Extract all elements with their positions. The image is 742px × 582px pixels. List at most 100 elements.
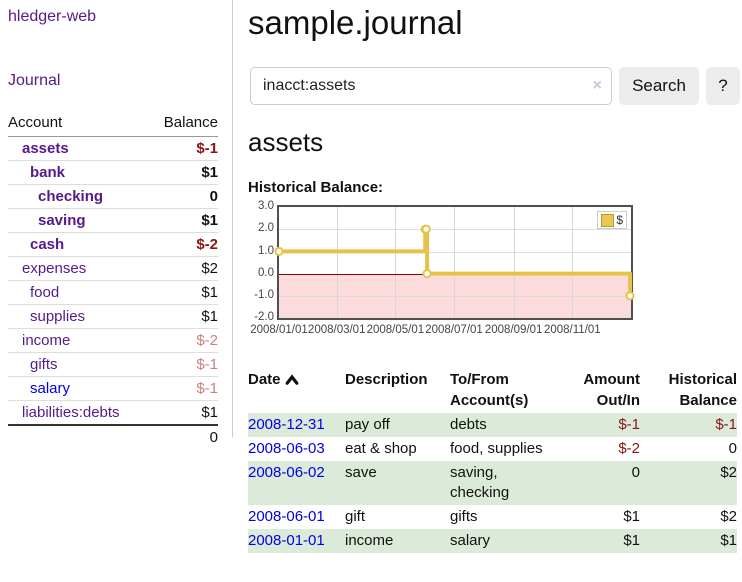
account-row: supplies $1: [8, 304, 218, 329]
register-header-date[interactable]: Date: [248, 367, 345, 413]
search-button[interactable]: Search: [619, 67, 699, 106]
register-header-amount: Amount Out/In: [583, 371, 640, 410]
account-balance: $1: [149, 160, 218, 185]
account-link[interactable]: income: [22, 332, 71, 349]
chart-x-axis: 2008/01/01 2008/03/01 2008/05/01 2008/07/01…: [250, 324, 635, 340]
account-link[interactable]: supplies: [30, 308, 86, 325]
transaction-accounts: salary: [450, 532, 491, 550]
sidebar: hledger-web Journal Account Balance asse…: [0, 0, 233, 449]
transaction-accounts: gifts: [450, 508, 478, 526]
transaction-balance: $1: [720, 532, 737, 550]
transaction-description: save: [345, 464, 377, 482]
account-row: bank $1: [8, 160, 218, 185]
account-balance: $1: [149, 208, 218, 233]
data-point-marker: [274, 246, 284, 257]
register-header-accounts: To/From Account(s): [450, 371, 529, 410]
accounts-table: Account Balance assets $-1 bank $1 checking 0…: [8, 110, 218, 449]
register-header-row: Date Description To/From Account(s) Amou…: [248, 367, 737, 413]
page-title: sample.journal: [248, 4, 463, 41]
y-tick-label: 0.0: [258, 266, 274, 279]
account-balance: 0: [149, 184, 218, 209]
account-row: checking 0: [8, 184, 218, 209]
account-row: food $1: [8, 280, 218, 305]
balance-series-line: [274, 224, 635, 301]
accounts-total-row: 0: [8, 424, 218, 449]
accounts-header-account: Account: [8, 110, 150, 137]
x-tick-label: 2008/03/01: [307, 324, 366, 337]
account-link[interactable]: food: [30, 284, 60, 301]
app-title-link[interactable]: hledger-web: [8, 8, 97, 25]
legend-label: $: [616, 213, 623, 228]
transaction-balance: 0: [728, 440, 737, 458]
y-tick-label: 1.0: [258, 244, 274, 257]
gridline: [336, 207, 338, 319]
account-row: expenses $2: [8, 256, 218, 281]
register-header-description: Description: [345, 371, 428, 389]
transaction-date-link[interactable]: 2008-01-01: [248, 532, 325, 550]
x-tick-label: 2008/07/01: [425, 324, 483, 337]
transaction-description: income: [345, 532, 394, 550]
register-table: Date Description To/From Account(s) Amou…: [248, 367, 737, 554]
gridline: [572, 207, 574, 319]
account-balance: $-1: [196, 140, 218, 157]
account-link[interactable]: salary: [30, 380, 71, 397]
account-link[interactable]: cash: [30, 236, 65, 253]
account-balance: $-2: [149, 232, 218, 257]
register-row: 2008-06-03 eat & shop food, supplies $-2 0: [248, 437, 737, 461]
account-balance: $1: [149, 304, 218, 329]
y-tick-label: -1.0: [254, 288, 274, 301]
y-tick-label: -2.0: [254, 311, 274, 324]
x-tick-label: 2008/05/01: [366, 324, 425, 337]
main-content: sample.journal × Search ? assets Histori…: [248, 0, 742, 554]
help-button[interactable]: ?: [706, 67, 740, 106]
transaction-date-link[interactable]: 2008-12-31: [248, 416, 325, 434]
search-input[interactable]: [250, 67, 612, 106]
clear-search-icon[interactable]: ×: [592, 77, 602, 95]
chart-legend: $: [597, 211, 627, 230]
search-form: × Search ?: [250, 67, 742, 106]
sidebar-item-journal[interactable]: Journal: [8, 72, 61, 89]
account-heading: assets: [248, 127, 324, 158]
transaction-description: pay off: [345, 416, 390, 434]
accounts-header-balance: Balance: [149, 110, 218, 137]
account-balance: $-1: [149, 376, 218, 401]
gridline: [395, 207, 397, 319]
transaction-accounts: debts: [450, 416, 487, 434]
gridline: [454, 207, 456, 319]
account-link[interactable]: bank: [30, 164, 66, 181]
y-tick-label: 2.0: [258, 222, 274, 235]
transaction-date-link[interactable]: 2008-06-03: [248, 440, 325, 458]
register-row: 2008-06-01 gift gifts $1 $2: [248, 505, 737, 529]
transaction-amount: $-2: [618, 440, 640, 458]
account-link[interactable]: gifts: [30, 356, 58, 373]
account-link[interactable]: assets: [22, 140, 69, 157]
account-balance: $-1: [149, 352, 218, 377]
transaction-date-link[interactable]: 2008-06-01: [248, 508, 325, 526]
account-link[interactable]: saving: [38, 212, 86, 229]
account-row: gifts $-1: [8, 352, 218, 377]
account-row: liabilities:debts $1: [8, 400, 218, 425]
x-tick-label: 2008/09/01: [484, 324, 543, 337]
transaction-amount: $-1: [618, 416, 640, 434]
account-row: salary $-1: [8, 376, 218, 401]
register-row: 2008-01-01 income salary $1 $1: [248, 529, 737, 554]
account-link[interactable]: liabilities:debts: [22, 404, 120, 421]
chart-title: Historical Balance:: [248, 179, 384, 197]
account-link[interactable]: expenses: [22, 260, 87, 277]
account-balance: $-2: [149, 328, 218, 353]
account-row: assets $-1: [8, 137, 218, 161]
transaction-amount: $1: [623, 508, 640, 526]
transaction-description: gift: [345, 508, 366, 526]
chevron-up-icon: [285, 374, 298, 385]
x-tick-label: 2008/11/01: [543, 324, 601, 337]
account-link[interactable]: checking: [38, 188, 104, 205]
register-row: 2008-12-31 pay off debts $-1 $-1: [248, 413, 737, 438]
register-row: 2008-06-02 save saving, checking 0 $2: [248, 461, 737, 506]
accounts-total-balance: 0: [149, 424, 218, 449]
x-tick-label: 2008/01/01: [250, 324, 308, 337]
accounts-header-row: Account Balance: [8, 110, 218, 137]
account-row: income $-2: [8, 328, 218, 353]
account-balance: $1: [149, 280, 218, 305]
data-point-marker: [422, 269, 432, 279]
transaction-date-link[interactable]: 2008-06-02: [248, 464, 325, 482]
